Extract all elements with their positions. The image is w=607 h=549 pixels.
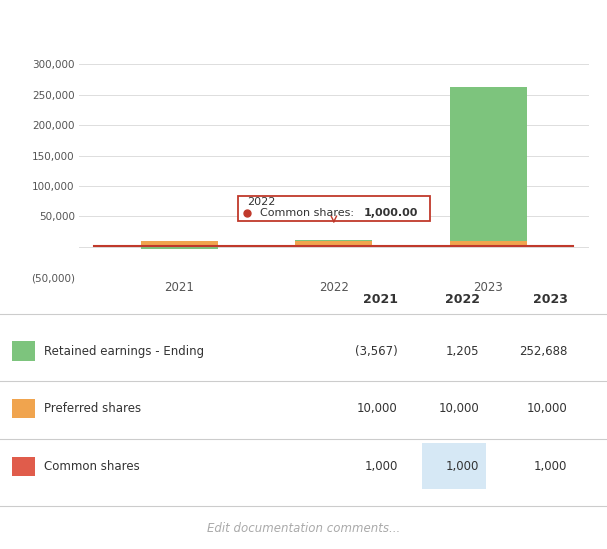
Bar (422, 443, 486, 489)
Bar (12, 399, 35, 418)
Text: 1,000: 1,000 (534, 460, 568, 473)
Text: 1,000: 1,000 (446, 460, 480, 473)
Bar (238, 196, 430, 221)
Text: (3,567): (3,567) (355, 345, 398, 357)
Text: 1,205: 1,205 (446, 345, 480, 357)
Bar (295, 241, 373, 247)
Text: Equity: Equity (12, 30, 67, 44)
Text: Preferred shares: Preferred shares (44, 402, 141, 415)
Text: 252,688: 252,688 (519, 345, 568, 357)
Text: Common shares:: Common shares: (260, 208, 357, 218)
Text: 2023: 2023 (533, 293, 568, 306)
Text: 10,000: 10,000 (527, 402, 568, 415)
Text: Retained earnings - Ending: Retained earnings - Ending (44, 345, 205, 357)
Text: 2022: 2022 (247, 197, 276, 207)
Bar (450, 87, 527, 241)
Bar (141, 247, 218, 249)
Text: 1,000: 1,000 (364, 460, 398, 473)
Text: 10,000: 10,000 (439, 402, 480, 415)
Text: 2021: 2021 (362, 293, 398, 306)
Text: 2022: 2022 (444, 293, 480, 306)
Text: Edit documentation comments...: Edit documentation comments... (207, 522, 400, 535)
Text: 1,000.00: 1,000.00 (363, 208, 418, 218)
Bar (141, 241, 218, 247)
Text: Common shares: Common shares (44, 460, 140, 473)
Bar (12, 457, 35, 476)
Bar (450, 241, 527, 247)
Bar (295, 240, 373, 241)
Text: 10,000: 10,000 (357, 402, 398, 415)
Bar (12, 341, 35, 361)
